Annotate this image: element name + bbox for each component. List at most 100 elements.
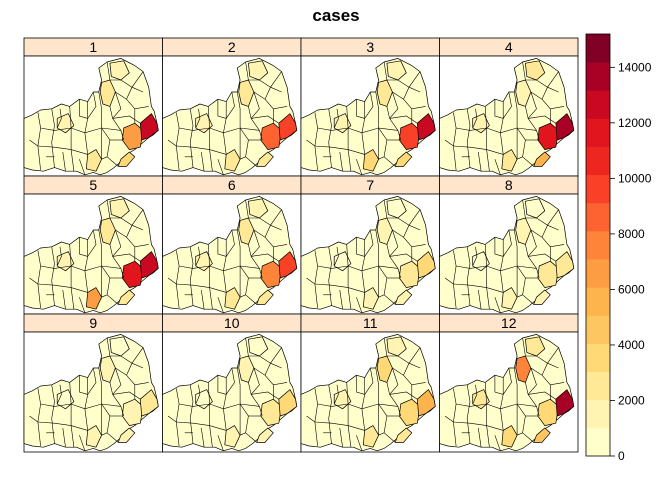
district-boundary (356, 375, 365, 395)
district-coast (278, 251, 298, 279)
district-boundary (69, 244, 75, 310)
district-boundary (179, 265, 260, 272)
district-boundary (466, 246, 471, 306)
district-boundary (167, 415, 177, 423)
colorkey-bin (586, 146, 610, 176)
district-boundary (175, 112, 180, 171)
district-boundary (361, 101, 366, 155)
panel-label: 1 (89, 39, 97, 55)
colorkey-tick-label: 2000 (618, 393, 645, 407)
district-boundary (223, 239, 227, 293)
district-boundary (251, 253, 279, 262)
colorkey-tick-label: 12000 (618, 116, 652, 130)
district-boundary (167, 277, 177, 285)
district-boundary (207, 244, 213, 310)
district-boundary (453, 145, 504, 155)
colorkey-tick-label: 10000 (618, 171, 652, 185)
district-boundary (317, 265, 398, 272)
district-boundary (375, 367, 379, 436)
map-panel: 5 (23, 175, 163, 315)
district-boundary (245, 294, 257, 305)
district-boundary (207, 106, 213, 172)
district-boundary (217, 297, 224, 313)
district-ne2 (386, 198, 407, 219)
district-boundary (314, 421, 365, 431)
district-boundary (109, 106, 124, 141)
district-boundary (51, 384, 55, 444)
district-boundary (175, 388, 180, 447)
district-boundary (522, 156, 534, 167)
district-boundary (250, 229, 260, 257)
colorkey-tick-label: 0 (618, 449, 625, 463)
district-se (394, 427, 413, 443)
district-boundary (383, 199, 421, 231)
district-boundary (69, 382, 75, 448)
district-boundary (248, 244, 263, 279)
district-boundary (248, 106, 263, 141)
district-boundary (528, 391, 556, 400)
district-boundary (389, 367, 399, 395)
district-sw (362, 287, 379, 310)
district-boundary (333, 108, 339, 129)
district-boundary (112, 115, 141, 124)
district-boundary (40, 403, 121, 410)
district-boundary (106, 432, 119, 443)
district-sw (224, 287, 241, 310)
district-boundary (250, 367, 260, 395)
district-boundary (40, 265, 121, 272)
district-sw (224, 425, 241, 448)
colorkey-bin (586, 62, 610, 91)
panel-label: 11 (363, 315, 378, 331)
district-boundary (201, 289, 205, 310)
district-boundary (478, 427, 482, 448)
district-boundary (502, 229, 512, 257)
district-boundary (453, 283, 504, 293)
district-boundary (494, 435, 501, 451)
district-boundary (217, 159, 224, 175)
district-coast (416, 113, 436, 141)
district-ne2 (109, 60, 130, 81)
district-boundary (106, 61, 144, 93)
colorkey-tick-label: 8000 (618, 227, 645, 241)
district-boundary (79, 375, 88, 395)
district-boundary (87, 229, 97, 257)
district-boundary (453, 250, 457, 309)
district-boundary (527, 91, 537, 119)
panel-label: 5 (89, 177, 97, 193)
district-boundary (456, 265, 537, 272)
district-boundary (456, 403, 537, 410)
district-boundary (472, 246, 478, 267)
district-boundary (56, 384, 62, 405)
district-boundary (346, 244, 352, 310)
district-boundary (29, 139, 39, 147)
district-boundary (217, 99, 227, 119)
district-boundary (56, 108, 62, 129)
district-ne2 (248, 336, 269, 357)
colorkey-tick-label: 4000 (618, 338, 645, 352)
district-boundary (375, 91, 379, 160)
district-boundary (112, 91, 122, 119)
district-boundary (112, 229, 122, 257)
district-boundary (314, 145, 365, 155)
district-boundary (29, 277, 39, 285)
district-boundary (389, 391, 418, 400)
district-boundary (245, 156, 257, 167)
district-boundary (98, 229, 102, 298)
district-se (533, 151, 551, 167)
district-boundary (245, 199, 282, 231)
district-boundary (201, 151, 205, 172)
district-boundary (525, 106, 540, 141)
district-boundary (484, 382, 490, 448)
district-boundary (314, 388, 318, 447)
district-boundary (37, 421, 88, 431)
district-boundary (223, 377, 227, 431)
colorkey-frame (585, 33, 611, 457)
district-boundary (339, 151, 343, 172)
district-boundary (189, 108, 194, 168)
district-boundary (40, 127, 121, 134)
district-boundary (383, 432, 396, 443)
district-ne2 (525, 198, 546, 219)
district-boundary (328, 108, 332, 168)
district-boundary (79, 99, 88, 119)
